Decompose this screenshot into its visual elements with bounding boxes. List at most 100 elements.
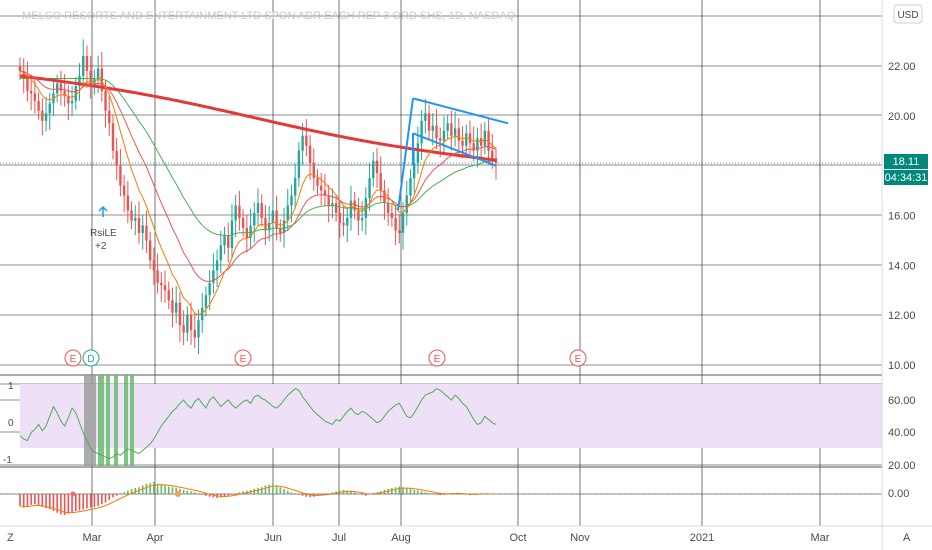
candle-body xyxy=(431,125,434,131)
candle-body xyxy=(156,270,159,283)
candle-body xyxy=(163,285,167,291)
histogram-bar xyxy=(34,494,36,505)
event-badge[interactable]: E xyxy=(234,349,252,367)
candle-body xyxy=(476,138,479,151)
price-axis: 22.00 20.00 16.00 14.00 12.00 10.00 60.00 40.00… xyxy=(888,61,916,500)
candle-body xyxy=(223,235,226,246)
candle-body xyxy=(320,185,323,191)
histogram-bar xyxy=(223,494,226,497)
ma-mid-line xyxy=(19,70,497,282)
histogram-bar xyxy=(346,490,349,494)
candle-body xyxy=(201,307,204,321)
histogram-bar xyxy=(402,487,404,494)
histogram-bar xyxy=(153,482,155,494)
histogram-bar xyxy=(171,487,174,494)
candle-body xyxy=(174,302,178,313)
signal-dot xyxy=(175,491,181,497)
zoom-button[interactable]: Z xyxy=(7,532,14,544)
histogram-bar xyxy=(82,494,85,510)
ma-fast-line xyxy=(19,70,497,316)
price-tick-label: 22.00 xyxy=(888,61,916,73)
candle-body xyxy=(275,210,278,228)
candle-body xyxy=(104,90,107,111)
histogram-bar xyxy=(305,494,308,497)
rsi-tick-label: 40.00 xyxy=(888,427,916,439)
price-tick-label: 10.00 xyxy=(888,360,916,372)
price-tick-label: 14.00 xyxy=(888,260,916,272)
histogram-bar xyxy=(175,487,177,494)
histogram-bar xyxy=(227,494,230,496)
candle-body xyxy=(468,133,472,144)
event-label: D xyxy=(87,354,94,365)
candle-body xyxy=(215,260,219,271)
candle-body xyxy=(152,260,156,271)
candle-body xyxy=(360,217,364,221)
candle-body xyxy=(293,178,297,196)
histogram-bar xyxy=(268,484,270,494)
signal-bar xyxy=(84,375,96,466)
candle-body xyxy=(442,130,446,141)
candle-body xyxy=(137,217,141,233)
candle-body xyxy=(212,270,215,283)
signal-dot xyxy=(70,491,76,497)
ma-long-line xyxy=(19,74,497,162)
event-badge[interactable]: E xyxy=(64,349,82,367)
earnings-icon xyxy=(428,349,446,367)
histogram-bar xyxy=(115,494,118,496)
oscillator-tick-label: 0 xyxy=(8,418,14,429)
event-badge[interactable]: E xyxy=(569,349,587,367)
histogram-bar xyxy=(257,487,259,494)
moving-averages xyxy=(19,70,497,316)
candle-body xyxy=(111,123,115,151)
candle-body xyxy=(260,203,263,218)
x-tick-label: Jul xyxy=(332,532,346,544)
rsile-annotation[interactable]: RsiLE +2 xyxy=(90,205,117,252)
currency-button[interactable]: USD xyxy=(893,4,923,24)
candle-body xyxy=(305,135,308,146)
candle-body xyxy=(182,325,185,333)
candle-body xyxy=(130,210,133,221)
histogram-bar xyxy=(190,491,192,494)
histogram-bar xyxy=(127,490,129,494)
event-badge[interactable]: E xyxy=(428,349,446,367)
candle-body xyxy=(37,100,40,111)
candle-body xyxy=(405,195,408,214)
histogram-bar xyxy=(286,490,289,494)
auto-scale-button[interactable]: A xyxy=(903,532,911,544)
ma-slow-line xyxy=(20,77,497,237)
candle-body xyxy=(491,150,494,159)
candle-body xyxy=(342,222,345,226)
histogram-bar xyxy=(283,488,285,494)
histogram-bar xyxy=(112,494,114,498)
oscillator-tick-label: 1 xyxy=(8,381,14,392)
histogram-bar xyxy=(357,493,360,494)
rsi-line xyxy=(19,388,497,460)
histogram-bar xyxy=(179,488,181,494)
histogram-bar xyxy=(160,484,163,494)
histogram-bar xyxy=(439,494,442,496)
histogram-bar xyxy=(309,494,311,498)
x-tick-label: Oct xyxy=(509,532,526,544)
histogram-bar xyxy=(167,486,170,494)
histogram-bar xyxy=(420,491,423,494)
candle-body xyxy=(487,130,490,151)
candle-body xyxy=(186,315,189,333)
histogram-bar xyxy=(279,487,282,494)
event-badge[interactable]: D xyxy=(82,349,100,367)
signal-bar xyxy=(124,375,128,466)
histogram-bar xyxy=(26,494,29,507)
histogram-bar xyxy=(238,492,241,494)
candle-body xyxy=(160,282,163,286)
histogram-bar xyxy=(149,483,151,494)
x-tick-label: Aug xyxy=(391,532,411,544)
candle-body xyxy=(450,123,453,136)
candle-body xyxy=(167,290,170,301)
histogram-bar xyxy=(93,494,96,507)
candle-body xyxy=(357,210,360,221)
histogram-bar xyxy=(413,489,415,494)
histogram-bar xyxy=(156,483,159,494)
histogram-bar xyxy=(164,485,166,494)
time-axis: Mar Apr Jun Jul Aug Oct Nov 2021 Mar xyxy=(83,532,830,544)
histogram-bar xyxy=(443,494,445,495)
candle-body xyxy=(346,217,349,226)
